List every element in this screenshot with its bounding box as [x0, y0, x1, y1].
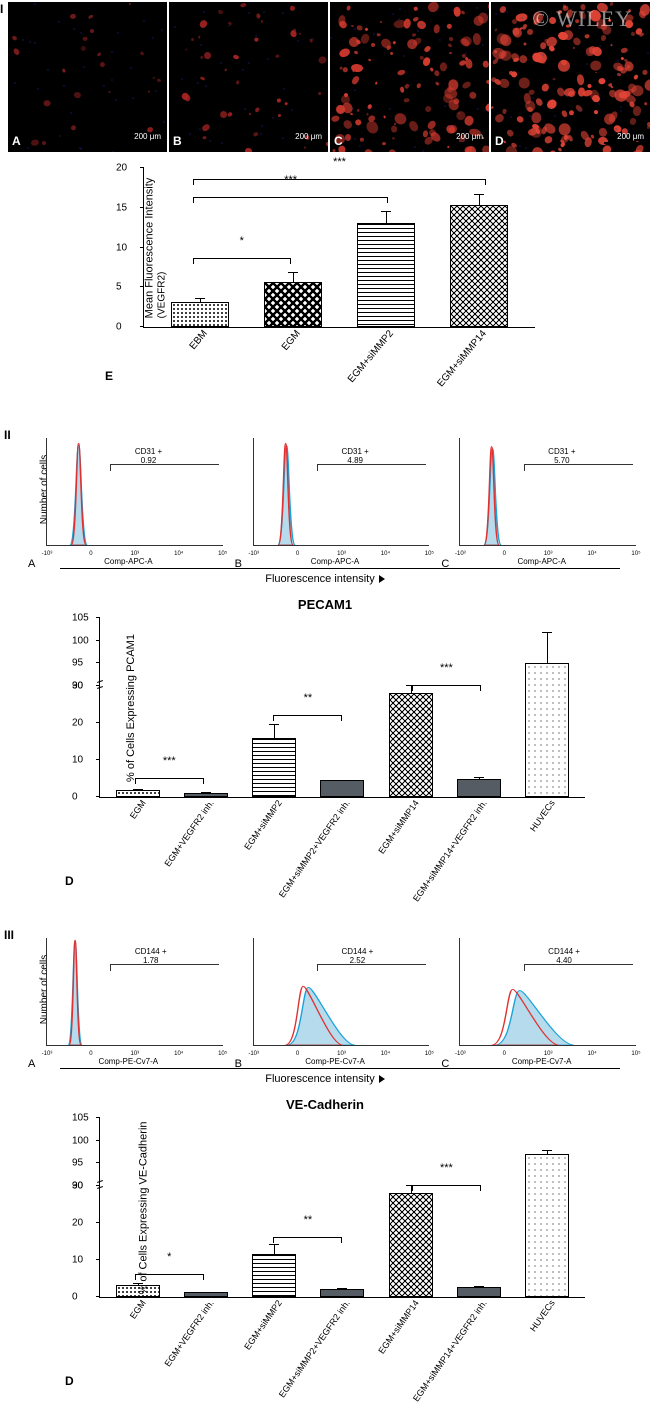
roman-ii-label: II [4, 428, 11, 442]
flow-iii-xaxis-text: Fluorescence intensity [265, 1073, 374, 1085]
chart-pecam1: % of Cells Expressing PCAM1 EGMEGM+VEGFR… [65, 618, 585, 798]
panel-ii-flow-row: II Number of cells CD31 +0.92-10³010³10⁴… [28, 428, 642, 568]
watermark-text: © WILEY [532, 6, 632, 32]
micro-image-c: 200 μmC [330, 2, 489, 152]
roman-iii-label: III [4, 928, 14, 942]
chart-vecad: % of Cells Expressing VE-Cadherin EGMEGM… [65, 1118, 585, 1298]
chart-vecad-axes: EGMEGM+VEGFR2 inh.EGM+siMMP2EGM+siMMP2+V… [99, 1118, 585, 1298]
panel-iii-flow-row: III Number of cells CD144 +1.78-10³010³1… [28, 928, 642, 1068]
chart-e-bars: EBMEGMEGM+siMMP2EGM+siMMP14 [144, 168, 535, 327]
chart-pecam1-bars: EGMEGM+VEGFR2 inh.EGM+siMMP2EGM+siMMP2+V… [100, 618, 585, 797]
flow-iii-xaxis-line [60, 1068, 620, 1069]
panel-iii-d-letter: D [65, 1374, 74, 1388]
chart-vecad-bars: EGMEGM+VEGFR2 inh.EGM+siMMP2EGM+siMMP2+V… [100, 1118, 585, 1297]
vecad-title: VE-Cadherin [0, 1097, 650, 1112]
panel-ii-d-letter: D [65, 874, 74, 888]
pecam1-title: PECAM1 [0, 597, 650, 612]
micro-image-b: 200 μmB [169, 2, 328, 152]
flow-ii-xaxis-title: Fluorescence intensity [0, 573, 650, 585]
micro-image-a: 200 μmA [8, 2, 167, 152]
flow-ii-xaxis-text: Fluorescence intensity [265, 573, 374, 585]
figure-root: I © WILEY 200 μmA 200 μmB 200 μmC 200 μm… [0, 0, 650, 1408]
roman-i-label: I [0, 2, 3, 16]
chart-e-axes: EBMEGMEGM+siMMP2EGM+siMMP14 05101520****… [143, 168, 535, 328]
panel-i-microscopy-row: I © WILEY 200 μmA 200 μmB 200 μmC 200 μm… [0, 0, 650, 154]
flow-iii-xaxis-title: Fluorescence intensity [0, 1073, 650, 1085]
chart-pecam1-axes: EGMEGM+VEGFR2 inh.EGM+siMMP2EGM+siMMP2+V… [99, 618, 585, 798]
panel-e-letter: E [105, 369, 113, 383]
arrow-icon [379, 575, 385, 583]
arrow-icon [379, 1075, 385, 1083]
flow-ii-xaxis-line [60, 568, 620, 569]
chart-e-vegfr2: Mean Fluorescence Intensity (VEGFR2) EBM… [115, 168, 535, 328]
